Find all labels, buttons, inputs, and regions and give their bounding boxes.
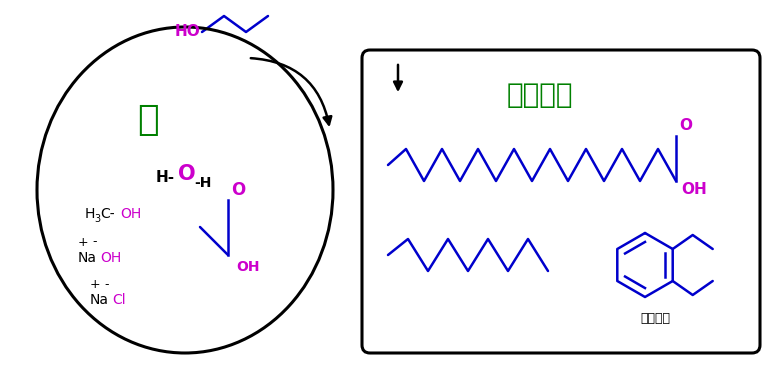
FancyArrowPatch shape: [251, 58, 331, 125]
Text: 水: 水: [137, 103, 159, 137]
Text: 油、脂質: 油、脂質: [507, 81, 573, 109]
FancyArrowPatch shape: [394, 65, 402, 89]
Text: +: +: [90, 279, 101, 292]
Text: C-: C-: [100, 207, 114, 221]
Text: -: -: [92, 236, 97, 249]
Text: -H: -H: [194, 176, 211, 190]
Text: O: O: [679, 118, 692, 134]
Text: Na: Na: [90, 293, 109, 307]
Text: -: -: [104, 279, 108, 292]
Text: O: O: [178, 164, 196, 184]
Text: OH: OH: [100, 251, 121, 265]
Text: 3: 3: [94, 214, 100, 224]
Text: OH: OH: [681, 181, 707, 197]
Text: Na: Na: [78, 251, 97, 265]
Text: Cl: Cl: [112, 293, 126, 307]
Text: H: H: [85, 207, 95, 221]
Text: OH: OH: [120, 207, 141, 221]
Text: O: O: [231, 181, 245, 199]
Text: HO: HO: [174, 24, 200, 39]
Text: +: +: [78, 236, 88, 249]
Text: OH: OH: [236, 260, 260, 274]
Text: H-: H-: [156, 171, 175, 186]
Text: シンナー: シンナー: [640, 312, 670, 325]
